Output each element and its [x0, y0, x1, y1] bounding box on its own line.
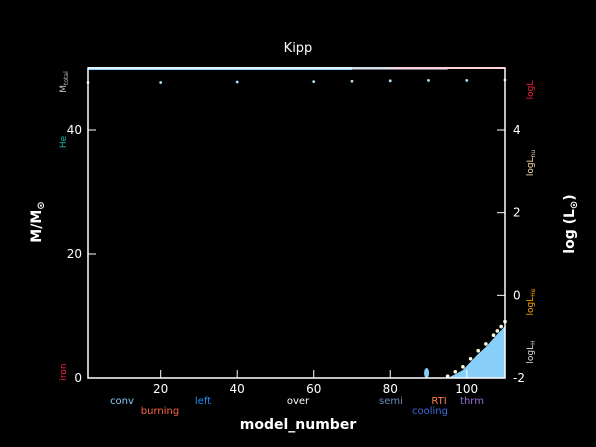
overshoot-point [453, 370, 457, 374]
y-tick-label-right: -2 [513, 371, 525, 385]
small-convective-blob [424, 368, 429, 378]
legend-conv: conv [110, 396, 134, 407]
overshoot-point [476, 349, 480, 353]
legend-thrm: thrm [460, 396, 484, 407]
lum-point [159, 81, 162, 84]
x-tick-label: 60 [306, 382, 321, 396]
lum-point [389, 79, 392, 82]
x-tick-label: 100 [455, 382, 478, 396]
legend-semi: semi [379, 396, 403, 407]
lum-point [465, 79, 468, 82]
y-tick-label-left: 0 [74, 371, 82, 385]
lum-point [427, 79, 430, 82]
legend-rti: RTI [431, 396, 446, 407]
y-tick-label-right: 0 [513, 288, 521, 302]
legend-left: left [195, 396, 211, 407]
lum-point [236, 81, 239, 84]
overshoot-point [469, 357, 473, 361]
x-tick-label: 80 [383, 382, 398, 396]
right-label-logL: logL [526, 81, 536, 100]
x-tick-label: 40 [230, 382, 245, 396]
left-label-iron: iron [59, 363, 69, 380]
overshoot-point [496, 329, 500, 333]
overshoot-point [492, 333, 496, 337]
legend-burning: burning [141, 406, 179, 417]
overshoot-point [484, 342, 488, 346]
x-tick-label: 20 [153, 382, 168, 396]
y-tick-label-left: 20 [67, 247, 82, 261]
legend-cooling: cooling [412, 406, 448, 417]
x-axis-title: model_number [240, 417, 357, 433]
left-label-he: He [59, 135, 69, 148]
lum-point [351, 80, 354, 83]
overshoot-point [499, 325, 503, 329]
chart-title: Kipp [284, 41, 313, 56]
y-tick-label-left: 40 [67, 123, 82, 137]
y-tick-label-right: 2 [513, 206, 521, 220]
overshoot-point [461, 365, 465, 369]
y-tick-label-right: 4 [513, 123, 521, 137]
legend-over: over [287, 396, 310, 407]
lum-point [312, 80, 315, 83]
